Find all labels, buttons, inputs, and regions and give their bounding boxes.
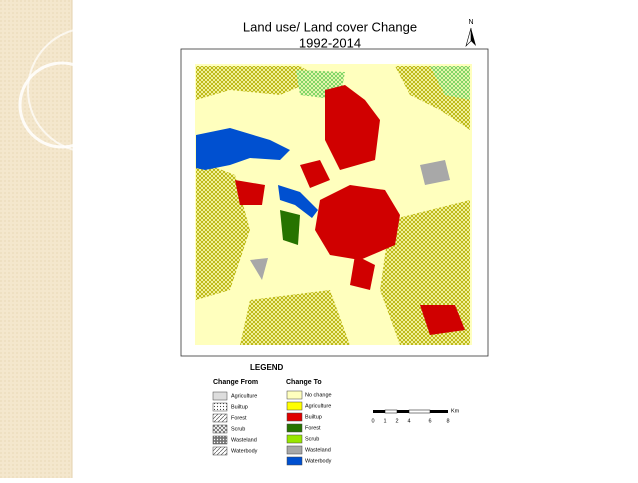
legend-heading: Change To bbox=[286, 379, 322, 386]
legend-heading: Change From bbox=[213, 379, 258, 386]
legend-label: Forest bbox=[231, 415, 247, 421]
legend-swatch bbox=[212, 424, 228, 434]
legend-title: LEGEND bbox=[250, 363, 284, 372]
title: Land use/ Land cover Change bbox=[243, 19, 417, 34]
legend-label: Waterbody bbox=[231, 448, 258, 454]
legend-label: Forest bbox=[305, 425, 321, 431]
north-arrow bbox=[471, 28, 476, 46]
legend-swatch bbox=[212, 402, 228, 412]
legend-label: Scrub bbox=[231, 426, 245, 432]
legend-swatch bbox=[212, 413, 228, 423]
scale-label: 8 bbox=[446, 418, 449, 424]
scale-label: 1 bbox=[383, 418, 386, 424]
legend-swatch bbox=[212, 435, 228, 445]
legend-swatch bbox=[286, 445, 303, 455]
legend-label: Agriculture bbox=[231, 393, 257, 399]
scale-bar bbox=[373, 409, 448, 414]
scale-label: 4 bbox=[407, 418, 410, 424]
legend-swatch bbox=[286, 412, 303, 422]
legend-label: No change bbox=[305, 392, 332, 398]
legend-swatch bbox=[286, 456, 303, 466]
north-arrow bbox=[465, 27, 472, 48]
scale-unit: Km bbox=[451, 408, 460, 414]
legend-swatch bbox=[286, 434, 303, 444]
scale-labels: 0 1 2 4 6 8Km bbox=[371, 408, 459, 424]
legend-label: Wasteland bbox=[305, 447, 331, 453]
legend-swatch bbox=[212, 446, 228, 456]
legend: Agriculture Builtup Forest Scrub Wasteland Wa… bbox=[212, 390, 332, 466]
legend-label: Wasteland bbox=[231, 437, 257, 443]
legend-swatch bbox=[286, 390, 303, 400]
legend-label: Agriculture bbox=[305, 403, 331, 409]
scale-label: 6 bbox=[428, 418, 431, 424]
legend-swatch bbox=[286, 423, 303, 433]
legend-swatch bbox=[212, 391, 228, 401]
legend-label: Builtup bbox=[305, 414, 322, 420]
map bbox=[195, 64, 472, 345]
legend-label: Builtup bbox=[231, 404, 248, 410]
scale-label: 0 bbox=[371, 418, 374, 424]
legend-label: Waterbody bbox=[305, 458, 332, 464]
legend-label: Scrub bbox=[305, 436, 319, 442]
scale-label: 2 bbox=[395, 418, 398, 424]
north-label: N bbox=[468, 19, 473, 26]
subtitle: 1992-2014 bbox=[299, 35, 361, 50]
side-decoration bbox=[0, 0, 153, 478]
legend-swatch bbox=[286, 401, 303, 411]
